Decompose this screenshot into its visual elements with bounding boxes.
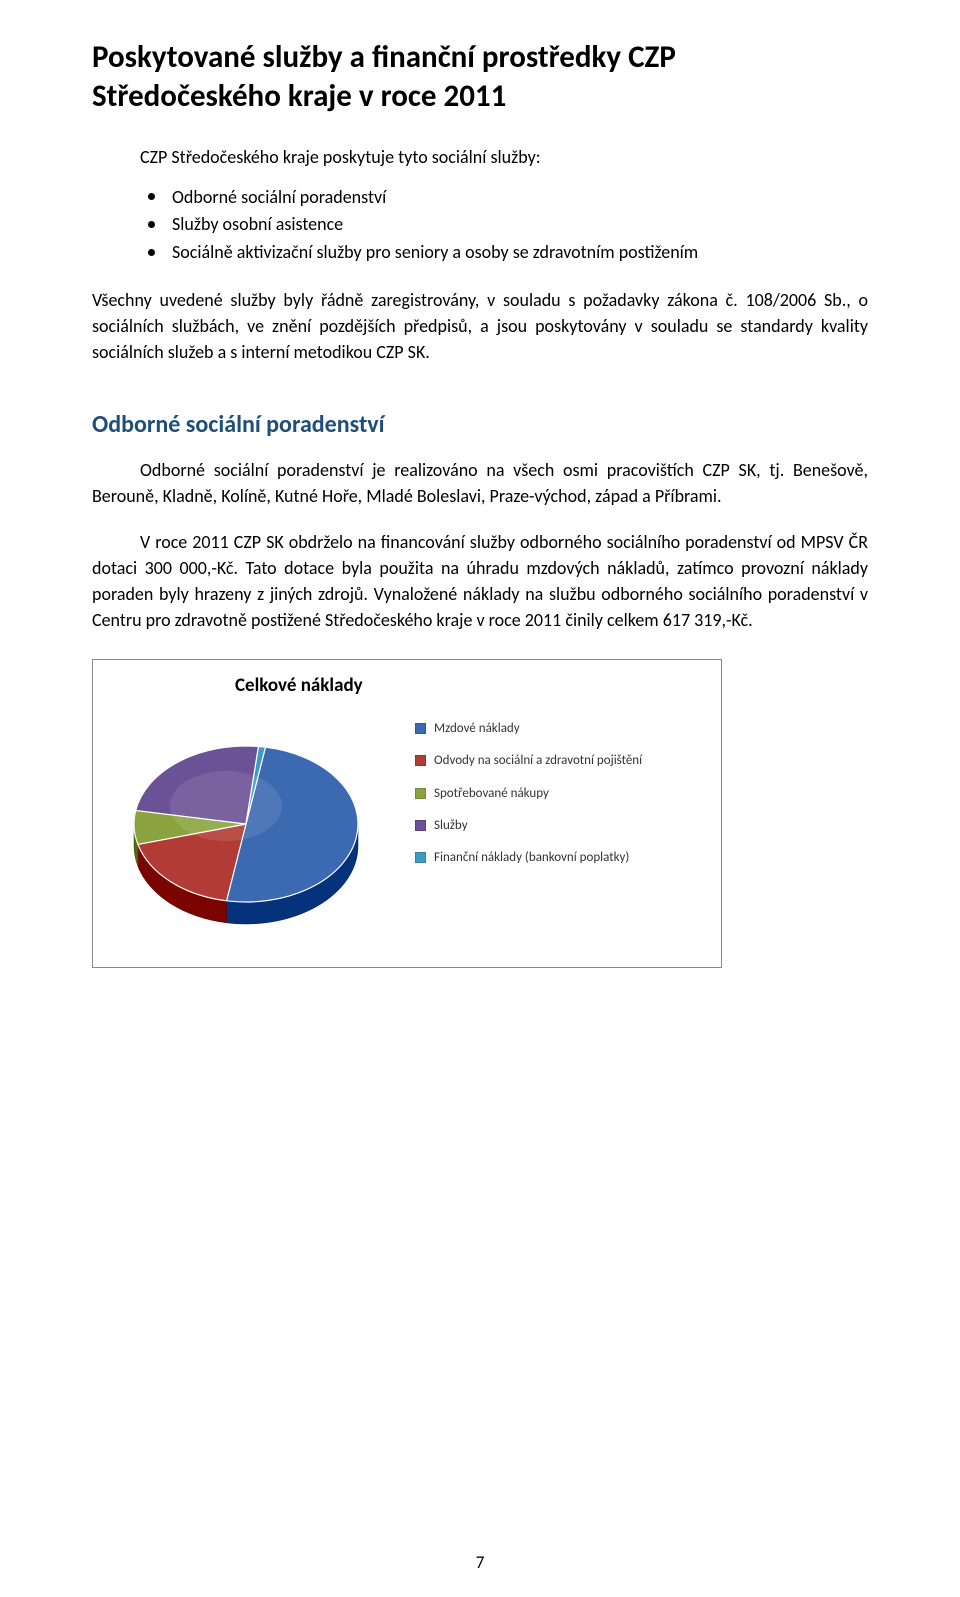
- legend-label: Spotřebované nákupy: [434, 786, 549, 802]
- pie-svg: [121, 724, 371, 940]
- paragraph-2: Odborné sociální poradenství je realizov…: [92, 457, 868, 509]
- page-number: 7: [0, 1552, 960, 1573]
- cost-chart: Celkové náklady Mzdové náklady Odvody na …: [92, 659, 722, 968]
- legend-label: Mzdové náklady: [434, 721, 520, 737]
- legend-item: Mzdové náklady: [415, 721, 703, 737]
- page-title: Poskytované služby a finanční prostředky…: [92, 38, 868, 116]
- intro-text: CZP Středočeského kraje poskytuje tyto s…: [92, 144, 868, 170]
- pie-chart: [111, 717, 381, 947]
- section-heading: Odborné sociální poradenství: [92, 410, 868, 439]
- chart-legend: Mzdové náklady Odvody na sociální a zdrav…: [415, 717, 703, 866]
- title-line-1: Poskytované služby a finanční prostředky…: [92, 38, 676, 76]
- service-list: Odborné sociální poradenství Služby osob…: [92, 184, 868, 268]
- page-root: Poskytované služby a finanční prostředky…: [0, 0, 960, 1597]
- legend-swatch: [415, 723, 426, 734]
- legend-swatch: [415, 788, 426, 799]
- legend-item: Spotřebované nákupy: [415, 786, 703, 802]
- legend-label: Odvody na sociální a zdravotní pojištění: [434, 753, 642, 769]
- legend-swatch: [415, 755, 426, 766]
- list-item: Odborné sociální poradenství: [148, 184, 868, 212]
- list-item: Sociálně aktivizační služby pro seniory …: [148, 239, 868, 267]
- list-item-label: Odborné sociální poradenství: [172, 186, 386, 208]
- legend-item: Odvody na sociální a zdravotní pojištění: [415, 753, 703, 769]
- list-item-label: Služby osobní asistence: [172, 213, 343, 235]
- legend-label: Služby: [434, 818, 468, 834]
- legend-item: Služby: [415, 818, 703, 834]
- paragraph-3: V roce 2011 CZP SK obdrželo na financová…: [92, 529, 868, 633]
- title-line-2: Středočeského kraje v roce 2011: [92, 77, 506, 115]
- list-item: Služby osobní asistence: [148, 211, 868, 239]
- legend-label: Finanční náklady (bankovní poplatky): [434, 850, 629, 866]
- legend-swatch: [415, 820, 426, 831]
- paragraph-1: Všechny uvedené služby byly řádně zaregi…: [92, 287, 868, 365]
- legend-swatch: [415, 852, 426, 863]
- chart-title: Celkové náklady: [235, 674, 703, 697]
- legend-item: Finanční náklady (bankovní poplatky): [415, 850, 703, 866]
- list-item-label: Sociálně aktivizační služby pro seniory …: [172, 241, 698, 263]
- chart-body: Mzdové náklady Odvody na sociální a zdrav…: [111, 717, 703, 947]
